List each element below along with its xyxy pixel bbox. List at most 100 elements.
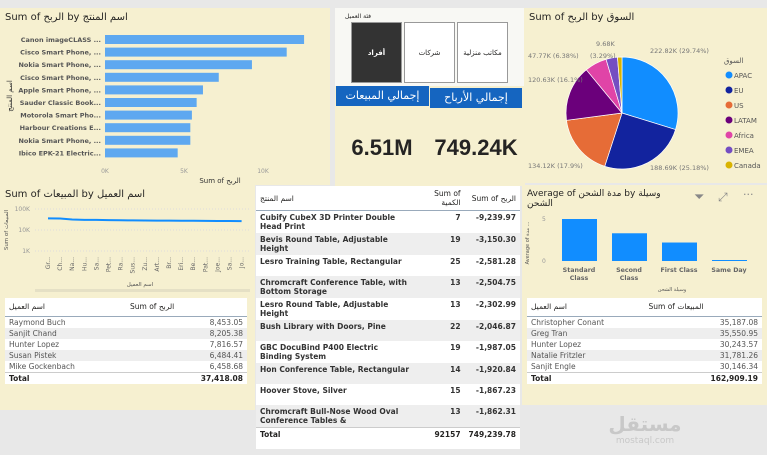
table-row[interactable]: Sanjit Chand 8,205.38	[5, 327, 247, 339]
table-row[interactable]: Hon Conference Table, Rectangular 14 -1,92…	[256, 363, 520, 384]
table-cell: 8,205.38	[126, 327, 247, 339]
table-row[interactable]: Lesro Round Table, Adjustable Height 13 -2…	[256, 298, 520, 320]
y-tick-label: 5	[542, 216, 546, 223]
x-tick-label: Eri...	[178, 257, 185, 271]
pie-data-label: 188.69K (25.18%)	[650, 164, 709, 172]
x-tick-label: Standard Class	[563, 267, 596, 282]
total-cell: Total	[256, 427, 415, 449]
table-cell: -2,302.99	[475, 300, 516, 309]
table-row[interactable]: Hunter Lopez 30,243.57	[527, 339, 762, 350]
market-profit-pie[interactable]: Sum of الربح by السوق 222.82K (29.74%) AP…	[524, 8, 767, 183]
table-row[interactable]: Raymond Buch 8,453.05	[5, 316, 247, 328]
table-row[interactable]: Cubify CubeX 3D Printer Double Head Prin…	[256, 211, 520, 234]
shipping-bars: 5 0 Standard Class Second Class First Class Sam…	[525, 216, 747, 293]
column-header-sales[interactable]: Sum of المبيعات	[644, 298, 762, 317]
table-row[interactable]: Susan Pistek 6,484.41	[5, 349, 247, 361]
product-table[interactable]: اسم المنتج Sum of الكمية Sum of الربح Cu…	[256, 186, 520, 449]
bar-label: Harbour Creations E...	[20, 124, 101, 132]
column-header-customer[interactable]: اسم العميل	[5, 298, 126, 317]
table-row[interactable]: Bevis Round Table, Adjustable Height 19 -3…	[256, 233, 520, 255]
table-row[interactable]: Christopher Conant 35,187.08	[527, 316, 762, 328]
total-row: Total 37,418.08	[5, 371, 247, 384]
x-tick-label: Na...	[69, 257, 76, 271]
table-row[interactable]: Greg Tran 35,550.95	[527, 327, 762, 339]
table-cell: 25	[450, 257, 461, 266]
bar-label: Apple Smart Phone, ...	[18, 86, 101, 94]
product-profit-chart[interactable]: Sum of الربح by اسم المنتج Canon imageCL…	[0, 8, 330, 185]
x-axis-title: Sum of الربح	[199, 177, 240, 185]
horizontal-scrollbar[interactable]	[35, 289, 250, 292]
table-row[interactable]: Hunter Lopez 7,816.57	[5, 339, 247, 350]
table-row[interactable]: Hoover Stove, Silver 15 -1,867.23	[256, 384, 520, 405]
customer-sales-table[interactable]: اسم العميل Sum of المبيعات Christopher C…	[527, 298, 762, 384]
table-cell: Hunter Lopez	[9, 339, 60, 349]
slicer-option-individuals[interactable]: أفراد	[351, 22, 402, 83]
column-header-quantity[interactable]: Sum of الكمية	[414, 186, 465, 211]
table-row[interactable]: GBC DocuBind P400 Electric Binding Syste…	[256, 341, 520, 363]
pie-data-label: 120.63K (16.1%)	[528, 76, 583, 84]
x-tick-label: Sa...	[227, 257, 234, 270]
table-cell: Greg Tran	[527, 327, 645, 339]
y-axis-title: Average of مدة ...	[525, 221, 531, 264]
customer-sales-line-chart[interactable]: Sum of المبيعات by اسم العميل 1K 10K 100K G…	[0, 185, 255, 295]
bar-label: Cisco Smart Phone, ...	[20, 74, 101, 82]
table-cell: Sanjit Chand	[5, 327, 126, 339]
column-header-profit[interactable]: Sum of الربح	[126, 298, 247, 317]
filter-icon[interactable]: ⏷	[694, 190, 705, 205]
x-tick-label: Art...	[154, 257, 161, 272]
focus-mode-icon[interactable]: ⤢	[718, 190, 728, 204]
table-row[interactable]: Sanjit Engle 30,146.34	[527, 361, 762, 373]
legend-item: Canada	[734, 162, 761, 170]
pie-data-label: 134.12K (17.9%)	[528, 162, 583, 170]
customer-profit-table[interactable]: اسم العميل Sum of الربح Raymond Buch 8,45…	[5, 298, 247, 384]
pie-data-label: 9.68K	[596, 40, 615, 48]
y-axis-title: Sum of المبيعات	[4, 209, 10, 250]
table-cell: Cubify CubeX 3D Printer Double Head Prin…	[260, 213, 396, 231]
bar	[105, 135, 191, 145]
slicer-title: فئة العميل	[345, 13, 372, 20]
table-cell: 8,453.05	[209, 317, 243, 327]
chart-title: Sum of المبيعات by اسم العميل	[5, 189, 146, 200]
chart-title: Sum of الربح by السوق	[529, 12, 635, 23]
pie-data-label: (3.29%)	[590, 52, 616, 60]
legend-marker	[725, 101, 733, 109]
slicer-option-companies[interactable]: شركات	[404, 22, 455, 83]
slicer-option-label: أفراد	[367, 48, 386, 57]
pie-slice-us	[566, 112, 623, 167]
x-tick-label: 5K	[180, 168, 189, 175]
legend-item: LATAM	[734, 117, 757, 125]
column-header-customer[interactable]: اسم العميل	[527, 298, 645, 317]
bar-label: Nokia Smart Phone, ...	[18, 61, 101, 69]
table-cell: 7	[455, 213, 461, 222]
bar	[662, 242, 697, 261]
bar	[105, 123, 191, 133]
x-tick-label: Second Class	[616, 267, 642, 282]
more-options-icon[interactable]: ···	[743, 188, 754, 201]
table-row[interactable]: Chromcraft Bull-Nose Wood Oval Conferenc…	[256, 405, 520, 428]
table-row[interactable]: Chromcraft Conference Table, with Bottom…	[256, 276, 520, 298]
table-row[interactable]: Mike Gockenbach 6,458.68	[5, 361, 247, 373]
slicer-option-label: شركات	[418, 48, 441, 57]
x-axis-title: اسم العميل	[127, 282, 154, 288]
total-cell: 162,909.19	[644, 371, 762, 384]
table-cell: 14	[414, 363, 465, 384]
slicer-option-home-offices[interactable]: مكاتب منزلية	[457, 22, 508, 83]
shipping-duration-chart[interactable]: Average of مدة الشحن by وسيلة الشحن ⏷ ⤢ …	[522, 185, 767, 295]
y-tick-label: 10K	[18, 227, 31, 234]
legend-marker	[725, 161, 733, 169]
x-axis-title: وسيلة الشحن	[658, 287, 687, 293]
table-row[interactable]: Lesro Training Table, Rectangular 25 -2,58…	[256, 255, 520, 276]
bar	[105, 47, 287, 57]
column-header-profit[interactable]: Sum of الربح	[464, 186, 520, 211]
table-cell: Bevis Round Table, Adjustable Height	[256, 233, 415, 255]
total-cell: 749,239.78	[464, 427, 520, 449]
column-header-product[interactable]: اسم المنتج	[256, 186, 415, 211]
bar	[105, 60, 252, 70]
legend-title: السوق	[724, 57, 743, 65]
table-row[interactable]: Natalie Fritzler 31,781.26	[527, 349, 762, 361]
table-cell: -2,504.75	[464, 276, 520, 298]
table-cell: 7,816.57	[209, 339, 243, 349]
table-row[interactable]: Bush Library with Doors, Pine 22 -2,046.87	[256, 320, 520, 341]
x-tick-label: Sus...	[130, 257, 137, 274]
bar-label: Nokia Smart Phone, ...	[18, 137, 101, 145]
